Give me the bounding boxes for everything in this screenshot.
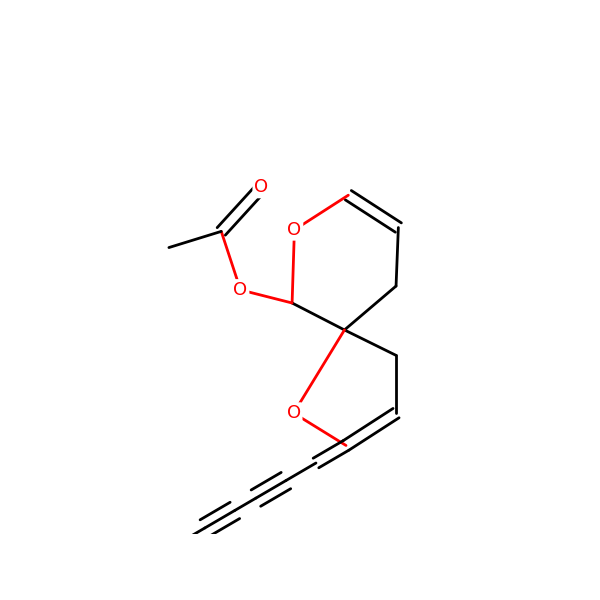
Text: O: O [287, 221, 301, 239]
Text: O: O [254, 179, 268, 196]
Text: O: O [233, 281, 248, 299]
Text: O: O [287, 404, 301, 422]
